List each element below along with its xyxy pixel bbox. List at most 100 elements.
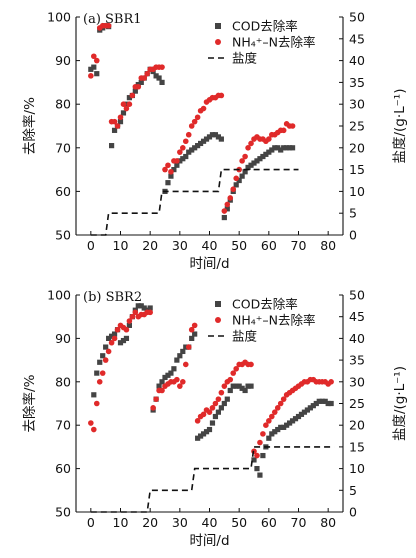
cod-point (91, 64, 97, 70)
y-right-tick-label: 45 (349, 31, 365, 46)
legend-cod-label: COD去除率 (232, 19, 298, 34)
cod-point (203, 136, 210, 142)
nh4-point (230, 186, 237, 193)
nh4-point (242, 153, 248, 160)
cod-point (221, 400, 227, 407)
cod-point (195, 143, 201, 149)
cod-point (248, 162, 254, 168)
nh4-point (135, 83, 142, 90)
legend-cod-marker (215, 23, 221, 29)
y-left-axis-title: 去除率/% (21, 97, 38, 155)
cod-point (206, 134, 213, 140)
y-right-tick-label: 50 (349, 10, 365, 25)
cod-point (325, 400, 331, 407)
cod-point (147, 305, 153, 311)
y-right-tick-label: 30 (349, 97, 365, 112)
panel-label: (b) SBR2 (83, 290, 142, 305)
nh4-point (114, 123, 121, 129)
cod-point (162, 374, 168, 381)
x-tick-label: 80 (320, 238, 336, 253)
nh4-point (91, 426, 97, 433)
cod-point (221, 214, 227, 221)
cod-point (117, 340, 124, 346)
nh4-point (96, 379, 103, 385)
cod-point (260, 153, 266, 160)
nh4-point (239, 158, 245, 164)
nh4-point (102, 357, 109, 363)
x-tick-label: 40 (202, 515, 218, 530)
cod-point (272, 429, 278, 435)
nh4-point (206, 409, 213, 415)
cod-point (174, 357, 180, 363)
nh4-point (188, 123, 195, 129)
cod-point (215, 409, 221, 415)
nh4-point (129, 92, 136, 99)
nh4-point (245, 145, 251, 151)
cod-point (111, 127, 118, 133)
nh4-point (263, 422, 269, 429)
cod-point (254, 466, 260, 472)
nh4-point (174, 158, 180, 164)
cod-point (171, 366, 177, 372)
cod-point (198, 140, 204, 147)
nh4-point (126, 101, 133, 107)
y-right-tick-label: 5 (349, 206, 357, 221)
nh4-point (188, 326, 195, 333)
cod-point (180, 156, 186, 162)
x-tick-label: 50 (231, 238, 247, 253)
nh4-point (266, 136, 272, 142)
nh4-point (185, 131, 192, 138)
cod-point (159, 79, 165, 85)
cod-point (251, 457, 257, 463)
nh4-point (88, 73, 94, 79)
nh4-point (248, 140, 254, 147)
nh4-point (174, 376, 180, 383)
y-left-tick-label: 80 (55, 374, 71, 389)
nh4-point (91, 53, 97, 60)
cod-point (156, 75, 162, 81)
x-tick-label: 40 (202, 238, 218, 253)
nh4-point (215, 396, 222, 402)
cod-point (251, 160, 257, 166)
cod-point (218, 136, 224, 142)
cod-point (242, 387, 248, 394)
cod-point (322, 398, 328, 404)
y-right-axis-title: 盐度/(g·L⁻¹) (392, 366, 408, 441)
y-left-tick-label: 70 (55, 140, 71, 155)
cod-point (123, 335, 130, 341)
cod-point (266, 149, 272, 155)
y-right-tick-label: 35 (349, 353, 365, 368)
y-left-tick-label: 90 (55, 331, 71, 346)
cod-point (287, 145, 293, 151)
y-right-tick-label: 15 (349, 162, 365, 177)
cod-point (275, 426, 281, 433)
chart-panel-a: 0 10 20 30 40 50 60 70 80 50 60 70 80 90 100 0 5 10 15 20 25… (21, 10, 408, 273)
nh4-point (221, 383, 228, 389)
cod-point (126, 322, 132, 328)
cod-point (278, 147, 284, 153)
y-right-tick-label: 20 (349, 418, 365, 433)
y-left-tick-label: 90 (55, 53, 71, 68)
cod-point (135, 303, 141, 309)
cod-point (153, 73, 159, 79)
x-tick-label: 10 (113, 515, 129, 530)
nh4-point (126, 318, 133, 324)
cod-point (242, 169, 248, 175)
cod-point (275, 145, 281, 151)
y-right-axis-title: 盐度/(g·L⁻¹) (392, 88, 408, 163)
nh4-point (180, 145, 186, 151)
cod-point (203, 429, 210, 435)
cod-point (257, 156, 263, 162)
nh4-point (99, 370, 106, 376)
cod-point (109, 333, 115, 339)
cod-point (174, 162, 180, 168)
cod-point (200, 138, 207, 144)
nh4-point (289, 123, 296, 129)
y-right-tick-label: 0 (349, 228, 357, 243)
cod-point (218, 405, 224, 411)
y-right-tick-label: 5 (349, 483, 357, 498)
nh4-point (200, 411, 207, 418)
x-tick-label: 10 (113, 238, 129, 253)
nh4-point (260, 431, 266, 437)
x-tick-label: 0 (87, 515, 95, 530)
